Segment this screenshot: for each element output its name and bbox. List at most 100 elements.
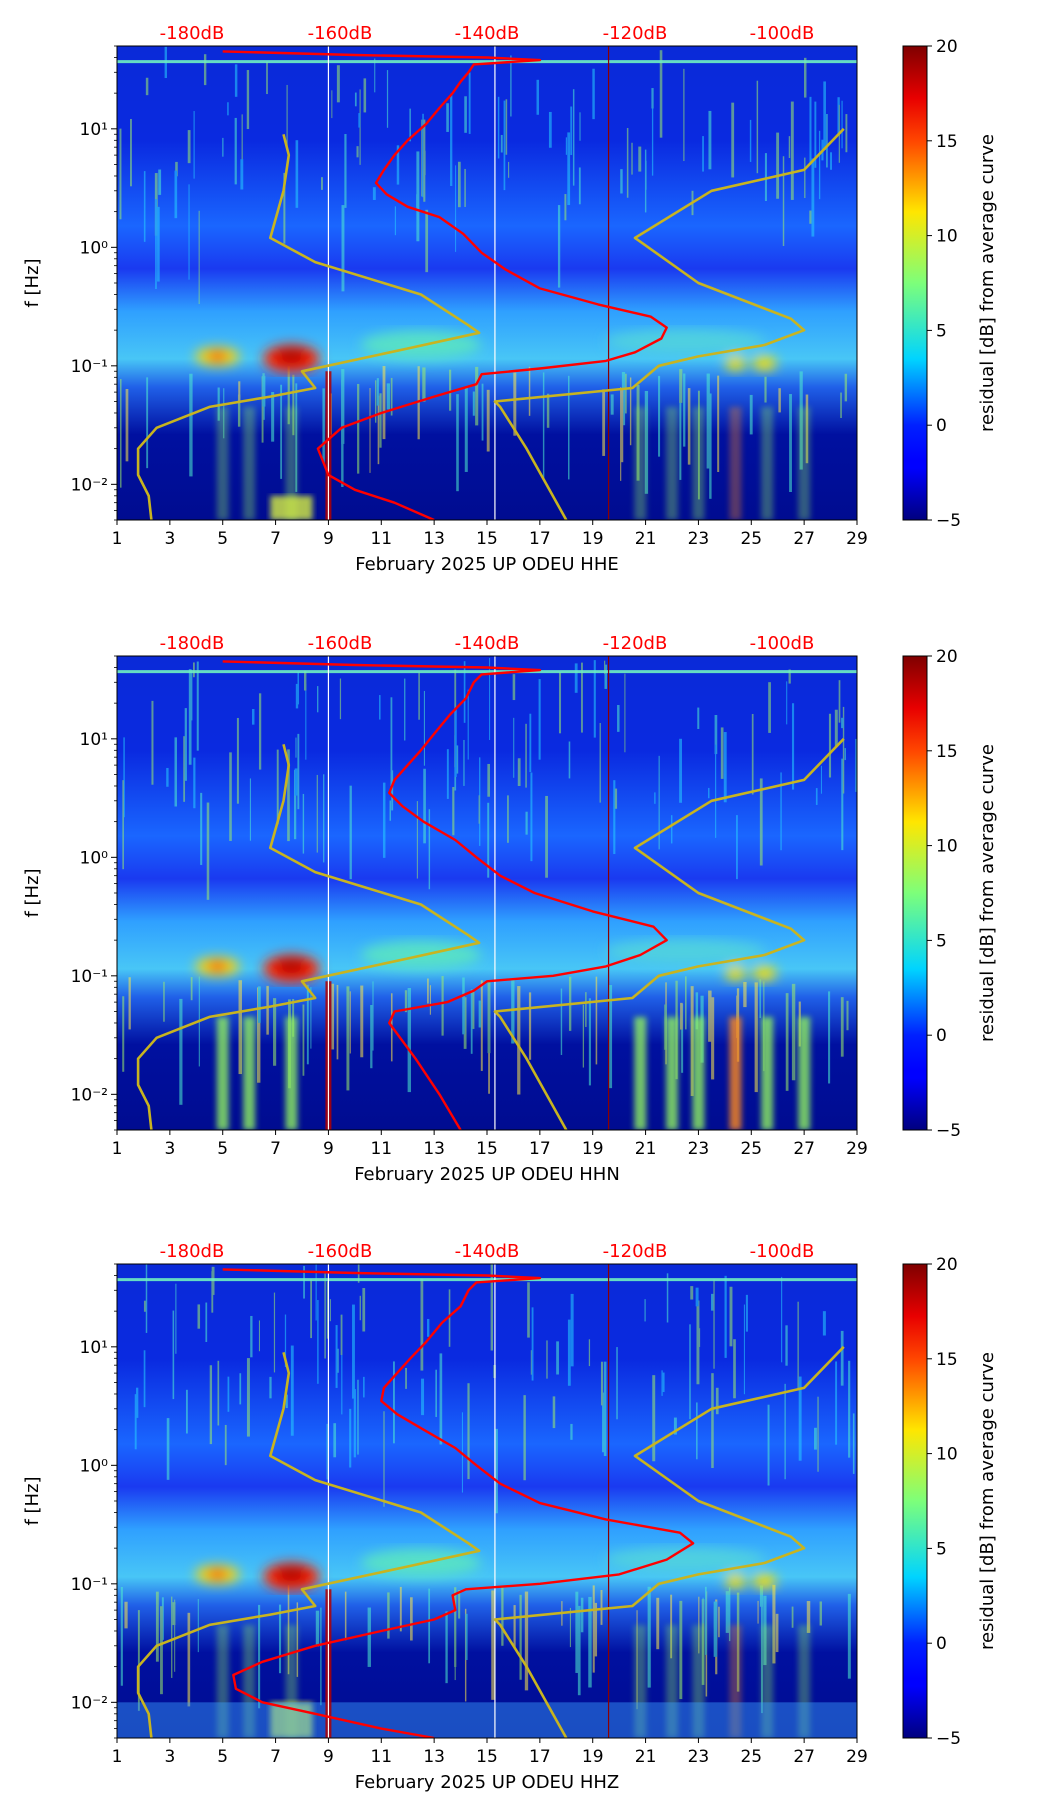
- streak: [363, 78, 367, 113]
- x-tick-label: 23: [688, 1139, 710, 1159]
- streak-low: [679, 386, 682, 480]
- colorbar: [902, 1263, 928, 1739]
- streak: [353, 1389, 356, 1458]
- streak: [269, 1376, 272, 1399]
- streak: [196, 661, 199, 751]
- plot-area: [117, 656, 857, 1130]
- streak: [855, 738, 857, 792]
- streak: [246, 70, 250, 130]
- streak: [697, 707, 700, 729]
- streak: [797, 1301, 799, 1391]
- streak-low: [237, 394, 241, 427]
- nlnm-boundary: [493, 737, 845, 1130]
- streak: [497, 96, 500, 159]
- streak: [456, 745, 459, 774]
- streak: [818, 130, 821, 200]
- streak-low: [840, 997, 844, 1057]
- streak: [564, 194, 567, 221]
- y-tick-label: 10¹: [80, 1338, 108, 1358]
- streak: [538, 679, 541, 760]
- streak: [708, 110, 712, 170]
- streak: [852, 1413, 855, 1474]
- streak: [782, 156, 785, 247]
- streak: [425, 209, 429, 273]
- x-tick-label: 15: [476, 1747, 498, 1767]
- ptx-noise-boundary: [136, 133, 481, 520]
- streak: [341, 1314, 343, 1415]
- streak: [784, 1383, 786, 1480]
- streak-low: [287, 366, 290, 425]
- streak: [151, 700, 154, 785]
- energy-blob: [207, 1569, 228, 1580]
- streak-low: [357, 383, 360, 474]
- streak: [240, 159, 244, 190]
- streak: [372, 187, 376, 200]
- streak: [593, 660, 596, 738]
- streak-low: [679, 1600, 683, 1700]
- streak: [344, 134, 347, 208]
- streak: [662, 1372, 665, 1393]
- streak: [489, 657, 491, 741]
- streak-low: [475, 366, 479, 426]
- streak: [423, 119, 426, 202]
- streak: [273, 1292, 276, 1373]
- streak: [390, 697, 393, 786]
- energy-blob: [207, 961, 228, 972]
- streak: [323, 774, 325, 863]
- streak-low: [704, 1586, 707, 1655]
- streak: [234, 117, 237, 185]
- streak-low: [257, 986, 261, 1023]
- streak-low: [472, 391, 475, 416]
- streak: [659, 50, 663, 138]
- streak-low: [404, 990, 408, 1013]
- y-tick-label: 10⁻¹: [71, 357, 108, 377]
- streak-low: [124, 1601, 128, 1629]
- streak: [652, 1375, 656, 1462]
- streak-low: [620, 389, 624, 463]
- energy-blob: [725, 966, 746, 981]
- low-band: [216, 1016, 229, 1130]
- top-db-label: -140dB: [455, 1241, 520, 1262]
- ptx-noise-boundary: [136, 1351, 481, 1738]
- streak-low: [647, 1586, 651, 1688]
- x-tick-label: 23: [688, 529, 710, 549]
- streak: [145, 77, 149, 96]
- ptx-noise-boundary: [136, 743, 481, 1130]
- streak: [258, 1320, 261, 1352]
- streak: [679, 738, 682, 803]
- streak: [837, 97, 840, 136]
- streak-low: [680, 1002, 683, 1030]
- streak: [439, 1353, 443, 1445]
- x-tick-label: 11: [370, 1139, 392, 1159]
- streak: [463, 739, 465, 786]
- x-tick-label: 5: [217, 1139, 228, 1159]
- streak-low: [575, 1591, 579, 1673]
- streak-low: [390, 377, 393, 416]
- streak: [157, 206, 160, 282]
- streak: [374, 58, 376, 93]
- x-tick-label: 17: [529, 529, 551, 549]
- streak-low: [441, 976, 444, 1036]
- colorbar-tick-label: 15: [936, 132, 958, 152]
- streak-low: [624, 373, 627, 414]
- energy-blob: [752, 966, 777, 981]
- energy-blob: [605, 939, 766, 964]
- streak: [143, 1300, 147, 1312]
- streak: [731, 102, 735, 178]
- streak-low: [171, 1596, 173, 1678]
- streak-low: [501, 1585, 504, 1646]
- streak: [467, 689, 469, 760]
- streak: [790, 101, 794, 200]
- streak: [189, 669, 193, 721]
- streak: [359, 1295, 361, 1321]
- streak: [136, 1387, 139, 1418]
- streak: [405, 1367, 407, 1389]
- streak: [143, 1350, 146, 1408]
- streak: [303, 670, 307, 691]
- streak-low: [137, 1610, 140, 1711]
- streak: [505, 99, 508, 155]
- streak: [303, 1265, 305, 1299]
- streak: [185, 1389, 188, 1434]
- streak: [339, 678, 342, 720]
- streak: [756, 80, 759, 174]
